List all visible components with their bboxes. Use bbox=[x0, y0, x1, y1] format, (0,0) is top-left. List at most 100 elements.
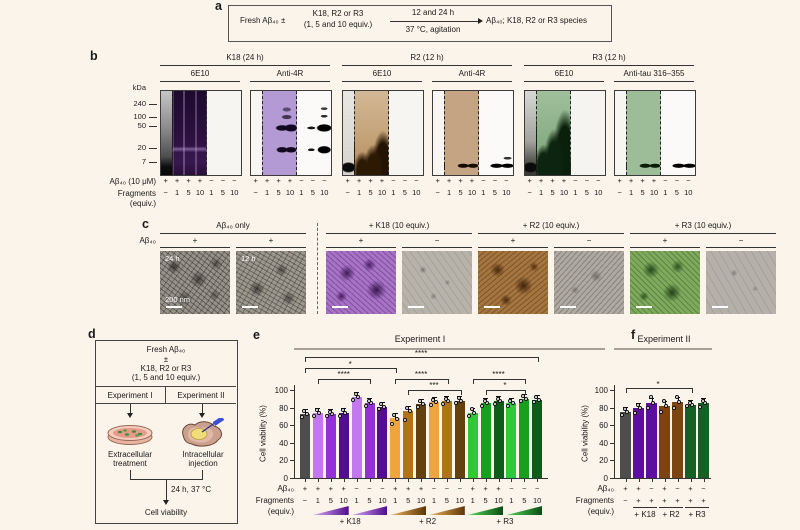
tem-image: 12 h bbox=[236, 251, 306, 314]
error-bar bbox=[395, 413, 397, 420]
panel-b-label: b bbox=[90, 49, 98, 63]
fragment-group-label: + R2 bbox=[418, 517, 437, 526]
scale-bar-icon bbox=[712, 305, 728, 308]
x-tick bbox=[703, 479, 705, 482]
lane-fragment-equiv: − bbox=[617, 188, 622, 197]
lane-fragment-equiv: − bbox=[163, 188, 168, 197]
blot-lane-area bbox=[389, 91, 423, 175]
lane-fragment-equiv: 1 bbox=[391, 188, 396, 197]
equiv-row-label: (equiv.) bbox=[267, 507, 294, 516]
bar bbox=[467, 412, 478, 478]
fragment-value: 1 bbox=[470, 496, 475, 505]
y-tick-label: 100 bbox=[274, 386, 288, 395]
antibody-label: 6E10 bbox=[372, 69, 392, 78]
data-point bbox=[420, 402, 425, 407]
tem-group-underline bbox=[630, 233, 776, 234]
blot-highlight-region bbox=[172, 91, 207, 175]
abeta-row-label: Aβ₄₀ (10 μM) bbox=[109, 177, 156, 186]
x-tick bbox=[690, 479, 692, 482]
panel-e-label: e bbox=[253, 328, 260, 342]
data-point bbox=[351, 397, 356, 402]
lane-fragment-equiv: 1 bbox=[299, 188, 304, 197]
significance-label: **** bbox=[414, 370, 428, 379]
x-tick bbox=[498, 479, 500, 482]
bar bbox=[338, 412, 349, 478]
antibody-underline bbox=[342, 81, 422, 82]
antibody-underline bbox=[524, 81, 604, 82]
lane-fragment-equiv: 10 bbox=[559, 188, 569, 197]
abeta-sign: + bbox=[688, 484, 693, 493]
blot-lane-area bbox=[571, 91, 605, 175]
data-point bbox=[495, 396, 500, 401]
group-underline bbox=[633, 507, 657, 508]
x-axis bbox=[614, 478, 711, 479]
lane-abeta-sign: + bbox=[435, 176, 440, 185]
tem-image bbox=[402, 251, 472, 314]
sign-underline bbox=[326, 247, 396, 248]
lane-abeta-sign: − bbox=[220, 176, 226, 185]
reactant-fragments: K18, R2 or R3 bbox=[312, 9, 364, 18]
data-point bbox=[392, 412, 397, 417]
x-tick bbox=[472, 479, 474, 482]
fragment-value: + bbox=[649, 496, 654, 505]
blot-lane-area bbox=[615, 91, 626, 175]
lane-abeta-sign: − bbox=[663, 176, 668, 185]
blot-r2-4r bbox=[432, 90, 514, 176]
lane-fragment-equiv: − bbox=[345, 188, 350, 197]
fragment-value: 10 bbox=[455, 496, 464, 505]
data-point bbox=[534, 395, 539, 400]
x-tick bbox=[459, 479, 461, 482]
lane-fragment-equiv: 5 bbox=[584, 188, 589, 197]
bar bbox=[646, 403, 657, 478]
kda-tick: 20 bbox=[137, 143, 146, 152]
fragment-value: 5 bbox=[483, 496, 488, 505]
x-tick bbox=[408, 479, 410, 482]
fragment-value: − bbox=[623, 496, 628, 505]
data-point bbox=[446, 399, 451, 404]
treatment-sign: + bbox=[662, 236, 668, 245]
result-label: Cell viability bbox=[144, 508, 188, 517]
blot-group-title-r2: R2 (12 h) bbox=[410, 53, 444, 62]
merge-stub-right bbox=[202, 470, 203, 479]
result-arrowhead-icon bbox=[163, 500, 169, 505]
significance-bracket bbox=[625, 388, 693, 393]
bar bbox=[506, 403, 517, 478]
lane-abeta-sign: + bbox=[446, 176, 452, 185]
significance-label: *** bbox=[429, 381, 439, 390]
antibody-label: 6E10 bbox=[554, 69, 574, 78]
data-point bbox=[314, 408, 319, 413]
x-tick bbox=[305, 479, 306, 482]
lane-abeta-sign: + bbox=[163, 176, 168, 185]
lane-fragment-equiv: 1 bbox=[447, 188, 452, 197]
blot-lane-area bbox=[251, 91, 262, 175]
abeta-sign: − bbox=[354, 484, 359, 493]
lane-fragment-equiv: 10 bbox=[195, 188, 205, 197]
data-point bbox=[685, 403, 689, 408]
bar bbox=[441, 401, 452, 478]
blot-k18-6e10 bbox=[160, 90, 242, 176]
lane-abeta-sign: − bbox=[573, 176, 578, 185]
lane-fragment-equiv: 10 bbox=[285, 188, 295, 197]
y-tick-label: 60 bbox=[599, 421, 608, 431]
group-underline bbox=[685, 507, 709, 508]
abeta-sign: + bbox=[315, 484, 321, 493]
scale-bar-icon bbox=[242, 305, 258, 308]
significance-bracket bbox=[408, 389, 462, 395]
scale-bar-icon bbox=[408, 305, 424, 308]
tem-time-label: 12 h bbox=[241, 254, 256, 263]
data-point bbox=[648, 395, 653, 400]
bar bbox=[493, 401, 504, 478]
equiv-row-label: (equiv.) bbox=[129, 199, 156, 208]
tem-image bbox=[326, 251, 396, 314]
abeta-sign: + bbox=[393, 484, 398, 493]
data-point bbox=[353, 392, 358, 397]
x-tick bbox=[369, 479, 371, 482]
x-tick bbox=[330, 479, 332, 482]
x-tick bbox=[446, 479, 448, 482]
lane-fragment-equiv: 1 bbox=[663, 188, 668, 197]
lane-abeta-sign: − bbox=[310, 176, 316, 185]
antibody-underline bbox=[160, 81, 240, 82]
group-underline bbox=[524, 65, 694, 66]
lane-abeta-sign: + bbox=[174, 176, 180, 185]
lane-abeta-sign: + bbox=[550, 176, 555, 185]
